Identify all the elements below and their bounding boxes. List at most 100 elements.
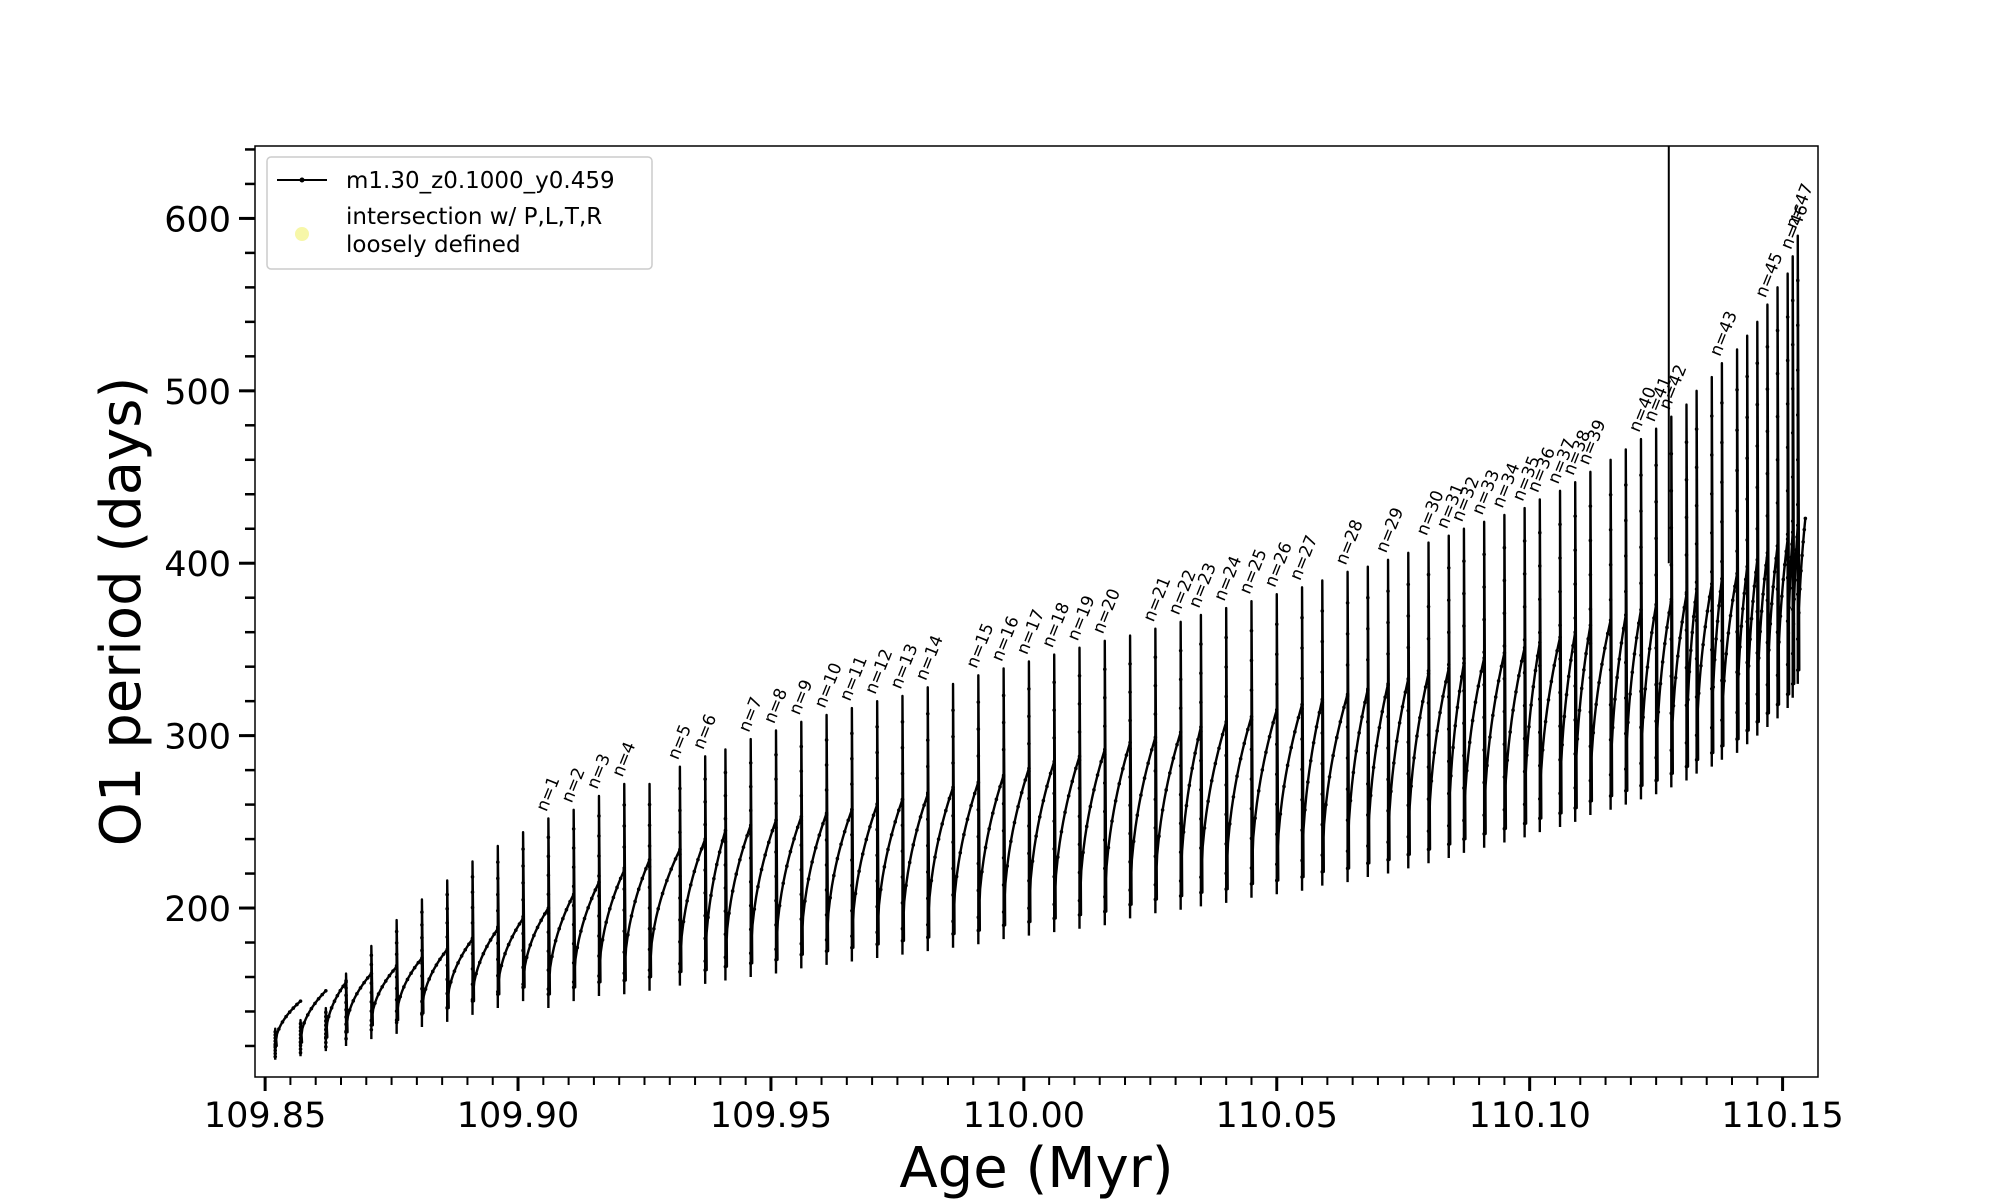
series-point bbox=[394, 986, 399, 991]
series-point bbox=[813, 845, 818, 850]
series-point bbox=[1426, 765, 1431, 769]
series-point bbox=[1426, 604, 1431, 609]
series-point bbox=[1320, 700, 1325, 705]
series-point bbox=[1658, 681, 1663, 686]
series-point bbox=[1423, 685, 1428, 689]
series-point bbox=[1366, 782, 1370, 786]
series-point bbox=[1249, 747, 1254, 752]
series-point bbox=[1775, 587, 1780, 591]
series-point bbox=[467, 942, 471, 946]
series-point bbox=[644, 866, 648, 871]
series-point bbox=[445, 949, 450, 953]
series-point bbox=[344, 1036, 348, 1041]
series-point bbox=[1374, 744, 1379, 748]
series-point bbox=[1588, 538, 1593, 543]
series-point bbox=[785, 864, 789, 868]
series-point bbox=[1765, 551, 1770, 555]
series-point bbox=[1249, 629, 1254, 633]
series-point bbox=[1153, 683, 1158, 688]
series-point bbox=[1684, 477, 1689, 482]
series-point bbox=[1052, 819, 1057, 823]
series-point bbox=[1749, 616, 1754, 621]
series-point bbox=[1438, 710, 1442, 715]
series-point bbox=[1001, 747, 1006, 752]
series-point bbox=[273, 1039, 278, 1043]
series-point bbox=[972, 791, 977, 796]
series-point bbox=[1128, 902, 1132, 907]
series-point bbox=[1300, 858, 1304, 863]
series-point bbox=[420, 999, 424, 1004]
series-point bbox=[1102, 838, 1107, 842]
series-point bbox=[1274, 772, 1279, 777]
series-point bbox=[514, 928, 518, 932]
series-point bbox=[1496, 679, 1501, 683]
series-point bbox=[1300, 676, 1304, 681]
series-point bbox=[1785, 402, 1790, 406]
series-point bbox=[1605, 631, 1610, 636]
series-point bbox=[1709, 725, 1714, 730]
series-point bbox=[1366, 861, 1370, 866]
series-point bbox=[1426, 701, 1431, 705]
series-point bbox=[369, 1009, 374, 1013]
series-point bbox=[1519, 659, 1524, 663]
series-point bbox=[470, 890, 475, 894]
series-point bbox=[485, 944, 489, 949]
series-point bbox=[1709, 492, 1714, 496]
series-point bbox=[1063, 810, 1067, 815]
series-point bbox=[1573, 548, 1578, 552]
series-point bbox=[730, 889, 735, 893]
series-point bbox=[748, 927, 753, 932]
series-point bbox=[1077, 786, 1082, 791]
series-point bbox=[1482, 656, 1486, 660]
series-point bbox=[344, 1015, 348, 1019]
series-point bbox=[875, 802, 879, 806]
series-point bbox=[1735, 549, 1739, 553]
series-point bbox=[1543, 719, 1548, 724]
series-point bbox=[313, 1001, 317, 1006]
series-point bbox=[1733, 584, 1737, 589]
series-point bbox=[626, 933, 630, 937]
series-point bbox=[1406, 645, 1411, 650]
series-point bbox=[1366, 844, 1370, 848]
series-point bbox=[1537, 763, 1542, 768]
series-point bbox=[748, 808, 753, 813]
series-point bbox=[703, 822, 707, 827]
series-point bbox=[1694, 695, 1699, 699]
series-point bbox=[1190, 766, 1195, 771]
series-point bbox=[774, 898, 778, 903]
series-point bbox=[1745, 456, 1749, 461]
series-point bbox=[1577, 708, 1582, 713]
series-point bbox=[376, 992, 381, 996]
series-point bbox=[678, 918, 682, 922]
series-point bbox=[951, 866, 955, 871]
series-point bbox=[1511, 708, 1515, 713]
series-point bbox=[1673, 675, 1678, 680]
series-point bbox=[622, 803, 627, 807]
series-point bbox=[1271, 720, 1275, 725]
series-point bbox=[1678, 636, 1682, 640]
series-point bbox=[1684, 440, 1689, 444]
series-point bbox=[1735, 630, 1739, 634]
series-point bbox=[1795, 668, 1800, 672]
series-point bbox=[495, 990, 500, 994]
series-point bbox=[326, 1014, 331, 1019]
series-point bbox=[1482, 585, 1486, 589]
series-point bbox=[673, 857, 678, 861]
series-point bbox=[597, 834, 601, 838]
series-point bbox=[1320, 870, 1325, 874]
series-point bbox=[324, 1023, 328, 1028]
series-point bbox=[723, 840, 728, 844]
series-point bbox=[1780, 594, 1784, 599]
series-point bbox=[1735, 737, 1739, 741]
series-point bbox=[723, 955, 728, 960]
series-point bbox=[1502, 578, 1507, 583]
series-point bbox=[900, 771, 905, 776]
series-point bbox=[1406, 740, 1411, 744]
series-point bbox=[1027, 766, 1031, 771]
series-point bbox=[678, 830, 682, 835]
series-point bbox=[1102, 895, 1107, 899]
series-point bbox=[298, 1032, 303, 1037]
series-point bbox=[1027, 920, 1031, 924]
series-point bbox=[1571, 643, 1575, 648]
series-point bbox=[1345, 787, 1350, 791]
